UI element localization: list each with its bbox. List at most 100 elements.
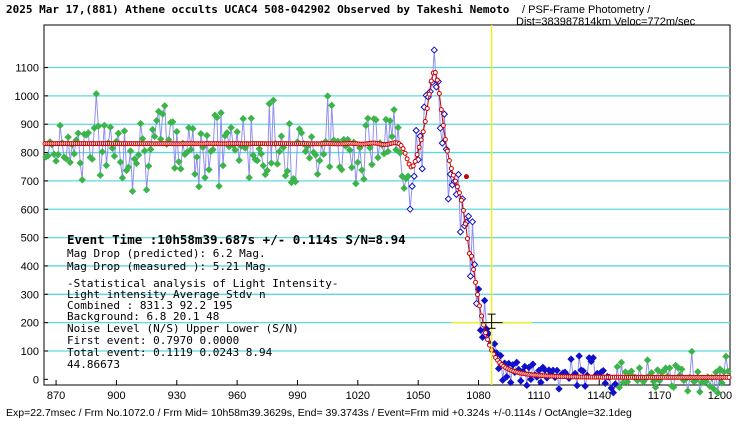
model-point — [481, 322, 487, 328]
chart-subtitle-distance: Dist=383987814km Veloc=772m/sec — [516, 16, 696, 28]
data-point — [171, 164, 179, 172]
data-point — [325, 163, 334, 171]
data-point — [476, 326, 485, 334]
model-point — [428, 78, 434, 84]
data-point — [669, 383, 678, 391]
data-point — [307, 133, 316, 141]
y-tick-label: 500 — [21, 233, 39, 245]
data-point — [74, 129, 82, 137]
data-point — [215, 182, 223, 190]
data-point — [412, 126, 420, 135]
data-point — [291, 178, 300, 186]
data-point — [688, 347, 696, 356]
data-point — [187, 145, 195, 154]
model-point — [462, 221, 468, 227]
data-point — [323, 92, 332, 100]
data-point — [297, 129, 306, 137]
data-point — [56, 121, 64, 130]
model-point — [434, 77, 440, 83]
data-point — [175, 158, 183, 166]
x-tick-label: 990 — [288, 390, 306, 402]
model-point — [460, 207, 466, 213]
data-point — [627, 367, 636, 375]
data-point — [358, 166, 366, 174]
data-point — [110, 152, 119, 160]
data-point — [527, 375, 535, 384]
data-point — [142, 186, 151, 194]
data-point — [219, 161, 227, 170]
model-point — [404, 156, 410, 162]
data-point — [521, 362, 529, 371]
mag-drop-measured: Mag Drop (measured ): 5.21 Mag. — [67, 260, 272, 273]
data-point — [480, 296, 489, 305]
model-point — [479, 313, 485, 319]
data-point — [706, 382, 714, 390]
y-tick-label: 1100 — [15, 63, 39, 75]
chart-title: 2025 Mar 17,(881) Athene occults UCAC4 5… — [6, 3, 510, 16]
model-point — [726, 374, 732, 380]
data-point — [247, 114, 255, 123]
data-point — [235, 156, 243, 164]
model-point — [475, 292, 481, 298]
data-point — [78, 176, 86, 184]
data-point — [315, 156, 324, 165]
data-point — [209, 145, 217, 154]
corner-value: 44.86673 — [67, 358, 120, 371]
data-point — [120, 127, 129, 135]
data-point — [76, 159, 84, 167]
data-point — [255, 145, 263, 153]
data-point — [154, 107, 163, 116]
data-point — [609, 388, 618, 397]
data-point — [217, 109, 225, 117]
y-tick-label: 300 — [21, 289, 39, 301]
x-tick-label: 960 — [228, 390, 246, 402]
data-point — [418, 165, 426, 173]
model-point — [454, 184, 460, 190]
noise-first-event: First event: 0.7970 0.0000 — [67, 334, 239, 347]
model-point — [418, 137, 424, 143]
model-point — [436, 91, 442, 97]
model-point — [420, 129, 426, 135]
data-point — [537, 378, 545, 387]
data-point — [94, 122, 103, 130]
x-tick-label: 870 — [47, 390, 65, 402]
data-point — [502, 373, 511, 381]
stat-title: -Statistical analysis of Light Intensity… — [67, 277, 339, 290]
data-point — [44, 152, 52, 160]
data-point — [305, 154, 314, 162]
x-tick-label: 1050 — [406, 390, 430, 402]
data-point — [227, 123, 235, 132]
model-point — [400, 146, 406, 152]
model-point — [426, 91, 432, 97]
data-point — [430, 46, 438, 54]
data-point — [118, 174, 127, 182]
x-tick-label: 1170 — [648, 390, 672, 402]
data-point — [62, 154, 70, 163]
data-point — [678, 365, 686, 373]
data-point — [88, 155, 96, 163]
data-point — [362, 121, 370, 130]
model-point — [438, 107, 444, 113]
data-point — [132, 159, 141, 168]
x-tick-label: 900 — [107, 390, 125, 402]
data-point — [601, 379, 609, 387]
data-point — [54, 150, 62, 159]
data-point — [189, 124, 197, 133]
data-point — [438, 139, 447, 147]
data-point — [354, 158, 362, 167]
x-tick-label: 1020 — [346, 390, 370, 402]
data-point — [183, 148, 191, 157]
noise-header: Noise Level (N/S) Upper Lower (S/N) — [67, 322, 299, 335]
data-point — [611, 380, 620, 388]
data-point — [201, 173, 209, 182]
data-point — [364, 114, 372, 123]
data-point — [400, 184, 408, 192]
data-point — [366, 144, 374, 152]
model-point — [464, 236, 470, 242]
data-point — [398, 172, 406, 180]
data-point — [406, 205, 414, 213]
data-point — [643, 356, 652, 364]
data-point — [223, 129, 231, 137]
data-point — [66, 158, 74, 167]
